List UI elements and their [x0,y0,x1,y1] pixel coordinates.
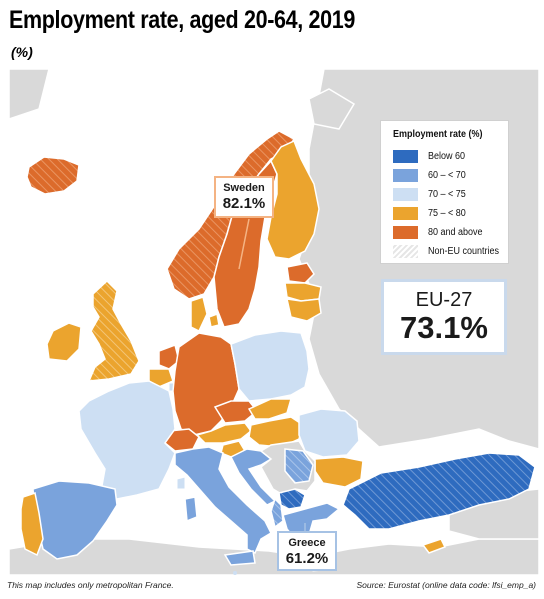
map-legend: Employment rate (%) Below 60 60 – < 70 70 … [380,120,509,264]
legend-item: 80 and above [393,223,508,242]
legend-label: 70 – < 75 [428,189,466,200]
greece-callout-value: 61.2% [285,550,329,567]
sweden-callout-value: 82.1% [222,195,266,212]
france-region [78,380,176,500]
iceland-region [26,156,80,195]
poland-region [230,330,310,402]
legend-swatch [393,245,418,258]
legend-item: 60 – < 70 [393,166,508,185]
map-source: Source: Eurostat (online data code: lfsi… [356,580,536,590]
croatia-region [229,448,277,506]
legend-item: 70 – < 75 [393,185,508,204]
cyprus-region [421,538,447,554]
bulgaria-region [314,456,364,488]
lithuania-region [286,298,322,322]
portugal-region [20,492,44,557]
eu-average-value: 73.1% [400,310,488,345]
netherlands-region [158,344,180,370]
legend-label: Non-EU countries [428,246,500,257]
legend-label: 80 and above [428,227,483,238]
sweden-callout: Sweden 82.1% [214,176,274,218]
legend-title: Employment rate (%) [393,129,483,140]
belgium-region [148,368,174,388]
legend-item: Below 60 [393,147,508,166]
hungary-region [248,416,304,448]
denmark-region [190,296,208,333]
legend-label: Below 60 [428,151,466,162]
italy-region [174,446,272,555]
turkey-region [342,452,536,530]
legend-label: 60 – < 70 [428,170,466,181]
estonia-region [286,262,315,284]
latvia-region [284,282,322,302]
greece-callout: Greece 61.2% [277,531,337,571]
legend-label: 75 – < 80 [428,208,466,219]
map-footnote: This map includes only metropolitan Fran… [7,580,174,590]
legend-swatch [393,169,418,182]
legend-swatch [393,226,418,239]
uk-region [87,279,140,382]
eu-average-label: EU-27 [415,289,473,311]
sweden-callout-name: Sweden [223,182,265,194]
eu-average-box: EU-27 73.1% [381,279,507,355]
ireland-region [46,322,82,362]
legend-swatch [393,188,418,201]
greece-callout-name: Greece [288,537,326,549]
romania-region [298,408,360,458]
legend-item: 75 – < 80 [393,204,508,223]
finland-region [266,139,320,260]
legend-swatch [393,207,418,220]
slovakia-region [247,398,292,420]
map-title: Employment rate, aged 20-64, 2019 [9,6,355,34]
legend-item: Non-EU countries [393,242,508,261]
map-subtitle: (%) [11,44,33,60]
legend-swatch [393,150,418,163]
